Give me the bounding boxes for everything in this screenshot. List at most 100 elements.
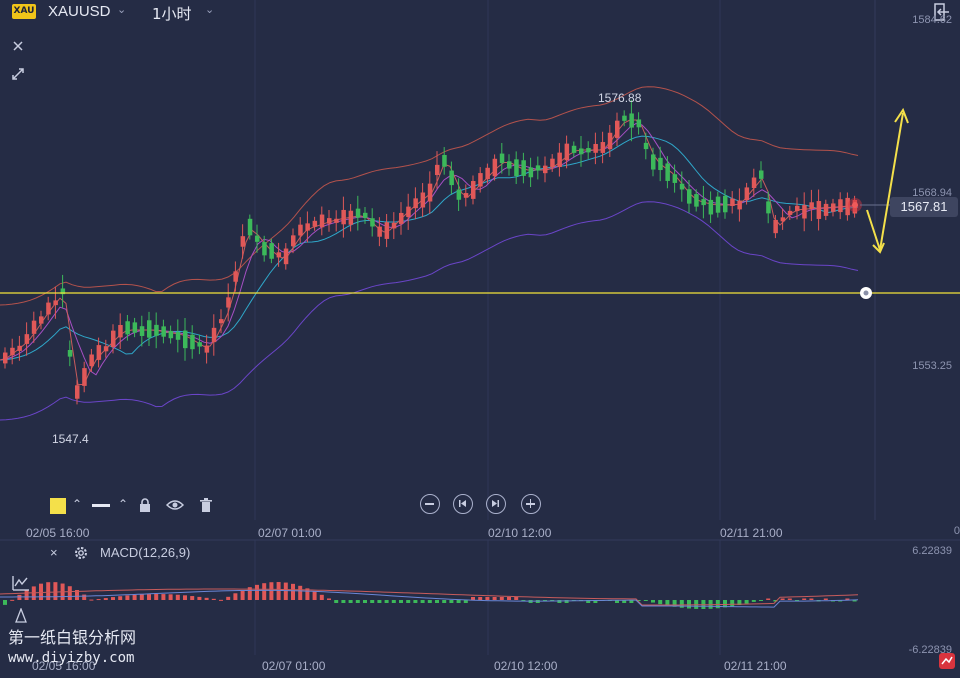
candle-body xyxy=(773,219,778,234)
candle-body xyxy=(82,368,87,386)
macd-bar xyxy=(132,594,137,600)
macd-bar xyxy=(449,600,454,603)
macd-bar xyxy=(125,595,130,600)
macd-bar xyxy=(334,600,339,603)
chevron-up-icon[interactable]: ⌃ xyxy=(118,497,129,511)
candle-body xyxy=(399,212,404,224)
chevron-down-icon[interactable]: ⌄ xyxy=(117,4,127,16)
candle-body xyxy=(276,252,282,258)
candle-body xyxy=(103,346,109,352)
plus-icon-v xyxy=(529,499,532,508)
macd-bar xyxy=(168,594,173,600)
indicator-icon[interactable] xyxy=(12,575,30,591)
candle-body xyxy=(471,181,476,199)
bollinger-upper xyxy=(0,86,859,306)
zoom-in-button[interactable] xyxy=(521,494,541,514)
candle-body xyxy=(694,194,699,207)
scroll-end-button[interactable] xyxy=(486,494,506,514)
exit-fullscreen-icon[interactable] xyxy=(932,2,952,22)
scroll-start-button[interactable] xyxy=(453,494,473,514)
interval-selector[interactable]: 1小时 xyxy=(152,5,192,23)
current-price-badge: 1567.81 xyxy=(890,197,958,217)
candle-body xyxy=(147,320,152,338)
macd-bar xyxy=(355,600,360,603)
macd-bar xyxy=(730,600,735,607)
candle-body xyxy=(571,145,577,153)
macd-bar xyxy=(485,597,490,600)
candle-body xyxy=(823,203,829,216)
macd-bar xyxy=(492,597,497,600)
candle-body xyxy=(737,200,742,210)
macd-bar xyxy=(622,600,627,603)
trash-icon[interactable] xyxy=(198,497,214,513)
eye-icon[interactable] xyxy=(166,497,184,513)
macd-bar xyxy=(75,589,79,600)
candle-body xyxy=(543,165,548,174)
candle-body xyxy=(262,242,267,256)
candle-body xyxy=(672,174,678,183)
collapse-icon[interactable] xyxy=(10,66,26,82)
candle-body xyxy=(730,198,735,207)
watermark-title: 第一纸白银分析网 xyxy=(8,628,137,647)
macd-bar xyxy=(852,600,857,602)
macd-bar xyxy=(499,597,504,600)
candle-body xyxy=(535,165,541,171)
zoom-out-button[interactable] xyxy=(420,494,440,514)
arrow-up xyxy=(879,112,904,251)
candle-body xyxy=(17,345,22,351)
macd-bar xyxy=(305,588,310,600)
macd-bar xyxy=(233,593,238,600)
macd-max-label: 6.22839 xyxy=(912,545,952,557)
candle-body xyxy=(651,154,656,170)
chevron-down-icon[interactable]: ⌄ xyxy=(205,4,215,16)
chevron-up-icon[interactable]: ⌃ xyxy=(72,497,83,511)
macd-bar xyxy=(636,600,641,601)
signal-line xyxy=(0,589,859,608)
macd-close-button[interactable]: × xyxy=(50,545,58,560)
macd-bar xyxy=(809,598,814,600)
candle-body xyxy=(615,120,620,138)
macd-bar xyxy=(557,600,562,603)
candle-body xyxy=(190,334,195,350)
macd-bar xyxy=(514,597,519,600)
screenshot-icon[interactable] xyxy=(938,652,956,670)
candle-body xyxy=(298,224,303,236)
macd-bar xyxy=(3,600,7,605)
symbol-selector[interactable]: XAUUSD xyxy=(48,3,111,20)
candle-body xyxy=(125,321,130,335)
candle-body xyxy=(53,300,58,306)
line-style-button[interactable] xyxy=(92,504,110,507)
time-label: 02/07 01:00 xyxy=(258,526,322,540)
macd-bar xyxy=(161,594,166,600)
macd-bar xyxy=(665,600,670,606)
macd-title: MACD(12,26,9) xyxy=(100,545,191,560)
macd-bar xyxy=(456,600,461,603)
watermark-url: www.diyizby.com xyxy=(8,650,135,666)
time-label: 02/10 12:00 xyxy=(488,526,552,540)
time-label: 02/11 21:00 xyxy=(720,526,783,540)
candle-body xyxy=(780,217,786,222)
candle-body xyxy=(197,342,202,347)
macd-bar xyxy=(269,582,274,600)
candle-body xyxy=(564,143,570,161)
macd-bar xyxy=(262,583,267,600)
lock-icon[interactable] xyxy=(137,497,153,513)
candle-body xyxy=(226,297,231,308)
macd-bar xyxy=(802,598,807,600)
pen-icon[interactable] xyxy=(14,608,28,624)
candle-body xyxy=(319,214,325,228)
candle-body xyxy=(435,164,440,176)
candle-body xyxy=(39,316,44,324)
candle-body xyxy=(10,347,15,356)
macd-bar xyxy=(845,598,850,600)
macd-bar xyxy=(319,594,324,600)
color-swatch[interactable] xyxy=(50,498,66,514)
macd-bar xyxy=(139,594,144,600)
macd-bar xyxy=(17,594,22,600)
gear-icon[interactable] xyxy=(73,545,89,561)
macd-bar xyxy=(384,600,389,603)
candle-body xyxy=(406,206,411,218)
macd-bar xyxy=(190,596,195,600)
close-icon[interactable] xyxy=(10,38,26,54)
